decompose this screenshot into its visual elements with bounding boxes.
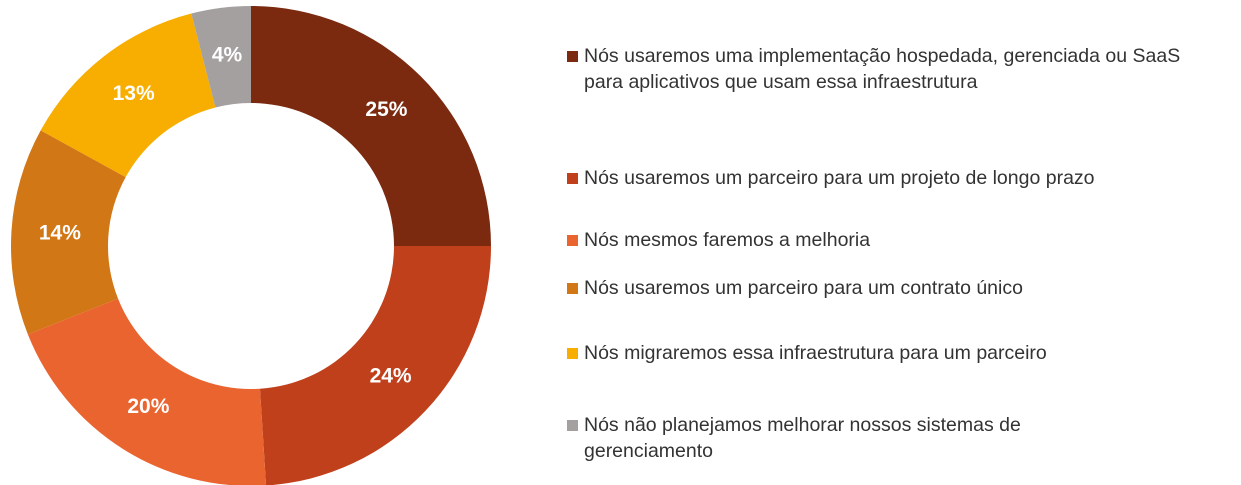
donut-segment xyxy=(40,13,216,178)
legend-swatch xyxy=(567,283,578,294)
legend-swatch xyxy=(567,235,578,246)
legend-item: Nós não planejamos melhorar nossos siste… xyxy=(567,412,1114,464)
legend-item: Nós migraremos essa infraestrutura para … xyxy=(567,340,1220,366)
legend-label: Nós usaremos um parceiro para um contrat… xyxy=(584,277,1023,299)
legend-label: Nós migraremos essa infraestrutura para … xyxy=(584,342,1047,364)
legend-label: Nós mesmos faremos a melhoria xyxy=(584,229,871,251)
legend-label: Nós não planejamos melhorar nossos siste… xyxy=(584,414,1021,462)
legend-swatch xyxy=(567,348,578,359)
legend-label: Nós usaremos uma implementação hospedada… xyxy=(584,45,1181,93)
legend-label: Nós usaremos um parceiro para um projeto… xyxy=(584,167,1095,189)
data-label: 24% xyxy=(370,365,412,388)
legend-item: Nós mesmos faremos a melhoria xyxy=(567,227,1220,253)
data-label: 20% xyxy=(127,395,169,418)
data-label: 14% xyxy=(39,222,81,245)
legend-item: Nós usaremos um parceiro para um contrat… xyxy=(567,275,1220,301)
legend-swatch xyxy=(567,420,578,431)
donut-segment xyxy=(27,298,267,485)
data-label: 25% xyxy=(365,98,407,121)
donut-segment xyxy=(191,6,251,108)
data-label: 4% xyxy=(212,44,243,67)
legend-swatch xyxy=(567,51,578,62)
donut-segment xyxy=(251,6,491,246)
donut-segment xyxy=(259,246,491,485)
legend-swatch xyxy=(567,173,578,184)
legend-item: Nós usaremos um parceiro para um projeto… xyxy=(567,165,1220,191)
donut-segment xyxy=(11,130,126,335)
data-label: 13% xyxy=(113,82,155,105)
legend-item: Nós usaremos uma implementação hospedada… xyxy=(567,43,1220,95)
